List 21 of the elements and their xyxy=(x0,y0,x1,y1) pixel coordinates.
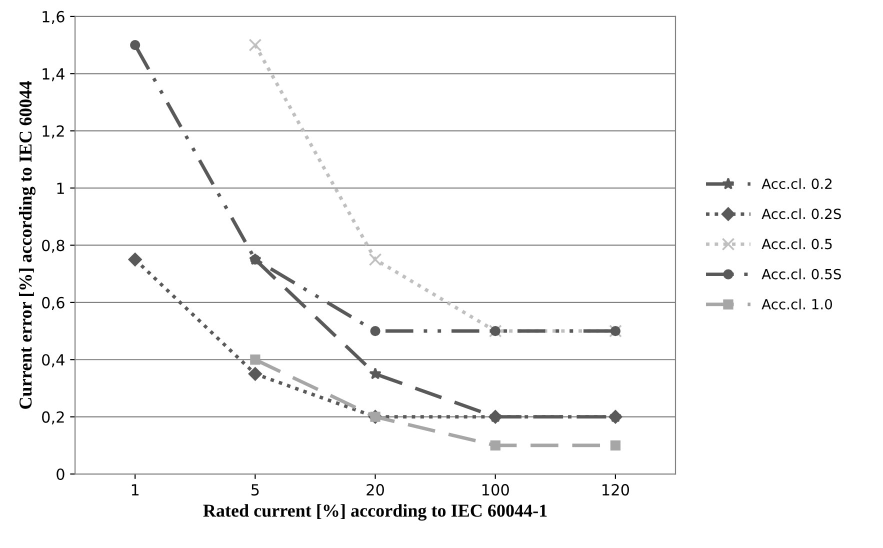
y-tick-label: 1,6 xyxy=(42,10,64,24)
y-tick-label: 0,2 xyxy=(42,411,64,424)
legend-label: Acc.cl. 0.2S xyxy=(762,208,841,220)
x-tick-label: 20 xyxy=(366,484,384,496)
y-tick-label: 0,8 xyxy=(42,240,64,253)
y-tick-label: 0,6 xyxy=(42,296,64,310)
y-tick-label: 1,2 xyxy=(42,125,64,138)
x-axis-title: Rated current [%] according to IEC 60044-1 xyxy=(203,504,547,521)
y-axis-title: Current error [%] according to IEC 60044 xyxy=(18,81,36,409)
legend-label: Acc.cl. 0.2 xyxy=(762,178,832,190)
x-tick-label: 5 xyxy=(252,484,259,496)
y-tick-label: 1 xyxy=(57,182,64,194)
x-tick-label: 100 xyxy=(482,484,509,496)
x-tick-label: 120 xyxy=(602,484,630,496)
legend-label: Acc.cl. 0.5S xyxy=(762,268,841,280)
y-tick-label: 0 xyxy=(56,468,64,480)
legend-label: Acc.cl. 1.0 xyxy=(762,298,832,310)
x-tick-label: 1 xyxy=(132,484,139,496)
y-tick-label: 0,4 xyxy=(42,354,64,368)
y-tick-label: 1,4 xyxy=(42,68,64,82)
legend-label: Acc.cl. 0.5 xyxy=(762,238,832,250)
